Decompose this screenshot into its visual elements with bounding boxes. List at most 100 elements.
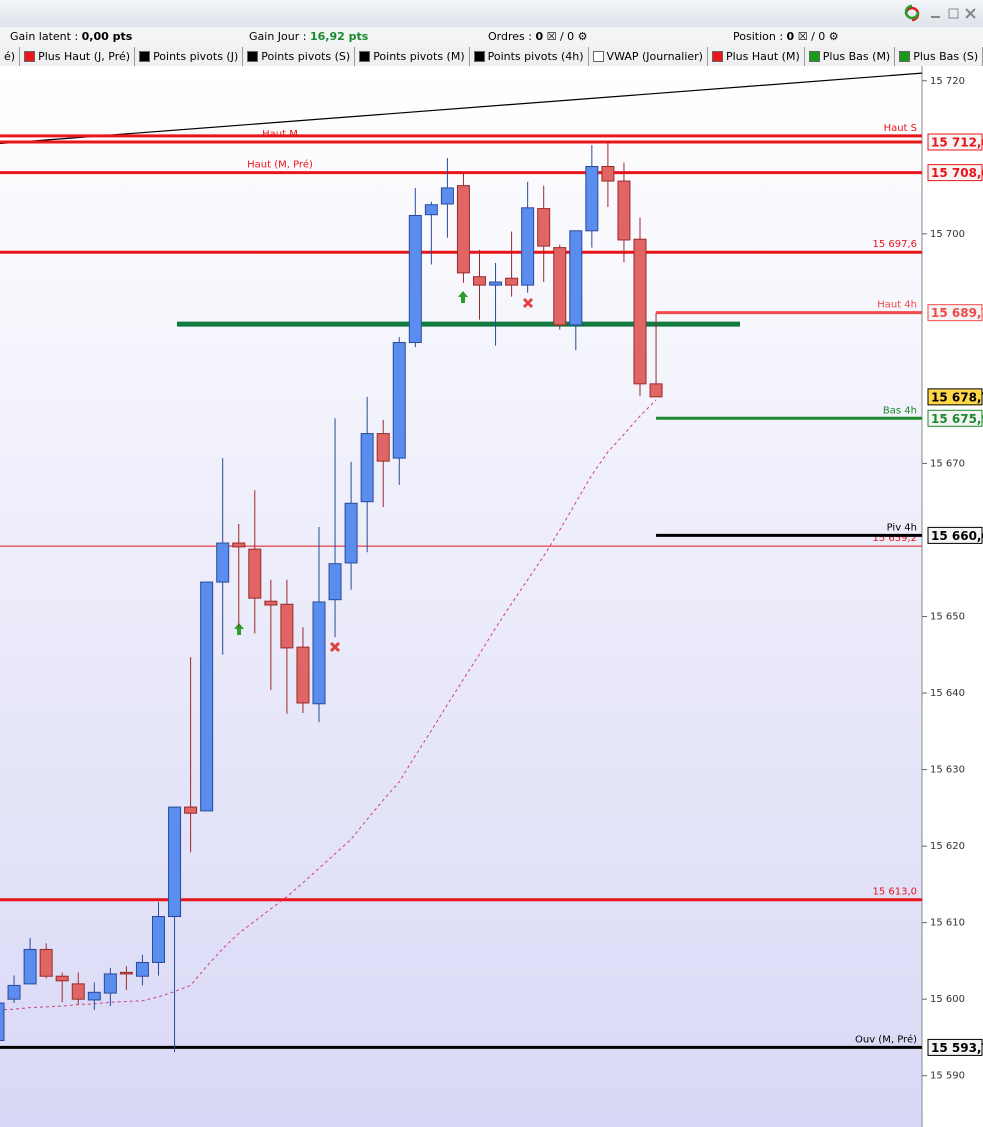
legend-item[interactable]: Points pivots (J) xyxy=(135,47,244,66)
level-label: 15 697,6 xyxy=(872,239,917,250)
legend-label: Points pivots (S) xyxy=(261,50,351,63)
price-box-bg xyxy=(927,164,983,182)
candle-body xyxy=(553,247,567,326)
separator: / 0 xyxy=(811,30,826,43)
title-bar xyxy=(0,0,983,28)
candle-body xyxy=(103,973,117,994)
price-box: 15 593,7 xyxy=(927,1038,983,1056)
value: 0,00 pts xyxy=(81,30,133,43)
legend-item[interactable]: Plus Bas (M) xyxy=(805,47,896,66)
position: Position : 0 ☒ / 0 ⚙ xyxy=(733,30,839,43)
candle-body xyxy=(232,542,246,548)
candle-body xyxy=(55,975,69,982)
legend-swatch xyxy=(247,51,259,62)
label: Position : xyxy=(733,30,784,43)
label: Gain latent : xyxy=(10,30,79,43)
candle-body xyxy=(649,383,663,398)
level-label: 15 613,0 xyxy=(872,887,917,898)
legend-item[interactable]: Plus Haut (J, Pré) xyxy=(20,47,136,66)
y-tick-label: 15 600 xyxy=(930,994,965,1005)
candle-body xyxy=(456,185,470,274)
level-label: Piv 4h xyxy=(887,522,917,533)
legend: é) Plus Haut (J, Pré) Points pivots (J) Poi… xyxy=(0,47,983,67)
y-tick-label: 15 670 xyxy=(930,458,965,469)
candle-body xyxy=(7,984,21,1000)
price-box-bg xyxy=(927,304,983,322)
candle-body xyxy=(216,542,230,583)
y-tick-label: 15 610 xyxy=(930,918,965,929)
candle-body xyxy=(392,342,406,459)
markers xyxy=(234,291,534,653)
toolbar: Gain latent : 0,00 pts Gain Jour : 16,92… xyxy=(0,27,983,47)
legend-swatch xyxy=(24,51,36,62)
candle-body xyxy=(633,238,647,385)
price-box: 15 712,0 xyxy=(927,133,983,151)
last-price-box: 15 678,7 xyxy=(927,388,983,406)
y-tick-label: 15 650 xyxy=(930,612,965,623)
legend-item[interactable]: VWAP (Journalier) xyxy=(589,47,708,66)
candle-body xyxy=(585,165,599,232)
legend-item[interactable]: é) xyxy=(0,47,21,66)
legend-label: Points pivots (J) xyxy=(153,50,239,63)
legend-item[interactable]: Points pivots (4h) xyxy=(470,47,589,66)
y-tick-label: 15 720 xyxy=(930,76,965,87)
moving-average xyxy=(0,399,657,1011)
value: 0 xyxy=(535,30,544,43)
legend-label: Plus Haut (J, Pré) xyxy=(38,50,131,63)
candle-body xyxy=(521,207,535,286)
legend-label: Points pivots (4h) xyxy=(487,50,584,63)
price-box-bg xyxy=(927,526,983,544)
candle-body xyxy=(569,230,583,326)
legend-swatch xyxy=(359,51,371,62)
value: 0 xyxy=(786,30,795,43)
level-label: Haut M xyxy=(262,129,298,140)
candle-body xyxy=(344,502,358,564)
maximize[interactable] xyxy=(948,8,959,19)
legend-item[interactable]: Plus Haut (M) xyxy=(708,47,805,66)
level-label: 15 659,2 xyxy=(872,533,917,544)
price-box-label: 15 678,7 xyxy=(931,390,983,404)
candle-body xyxy=(248,548,262,599)
close[interactable] xyxy=(965,8,976,19)
y-tick-label: 15 630 xyxy=(930,765,965,776)
candle-body xyxy=(617,180,631,241)
candle-body xyxy=(135,961,149,977)
candle-body xyxy=(473,276,486,286)
candle-body xyxy=(328,563,342,601)
price-box-label: 15 593,7 xyxy=(931,1041,983,1055)
minimize[interactable] xyxy=(931,16,940,18)
candle-body xyxy=(23,948,37,985)
price-box: 15 689,7 xyxy=(927,304,983,322)
candle-body xyxy=(360,433,374,503)
legend-item[interactable]: Plus Bas (S) xyxy=(895,47,983,66)
legend-swatch xyxy=(473,51,485,62)
candle-body xyxy=(184,806,198,814)
candle-body xyxy=(505,277,519,286)
candle-body xyxy=(200,581,214,812)
level-label: Bas 4h xyxy=(883,405,917,416)
legend-label: Plus Haut (M) xyxy=(725,50,800,63)
price-box-label: 15 712,0 xyxy=(931,136,983,150)
candle-body xyxy=(440,187,454,205)
legend-swatch xyxy=(899,51,911,62)
trend-line xyxy=(0,72,923,145)
candle-body xyxy=(0,1002,5,1042)
candle-body xyxy=(71,983,85,1000)
legend-label: é) xyxy=(4,50,16,63)
legend-item[interactable]: Points pivots (M) xyxy=(355,47,470,66)
legend-item[interactable]: Points pivots (S) xyxy=(243,47,356,66)
value: 16,92 pts xyxy=(309,30,369,43)
candle-body xyxy=(537,208,551,247)
gain-latent: Gain latent : 0,00 pts xyxy=(10,30,132,43)
candle-body xyxy=(39,948,53,977)
price-box-label: 15 660,6 xyxy=(931,529,983,543)
price-box-bg xyxy=(927,388,983,406)
candle-body xyxy=(87,991,101,1001)
candle-body xyxy=(601,165,615,182)
level-label: Haut (M, Pré) xyxy=(247,159,313,171)
gain-jour: Gain Jour : 16,92 pts xyxy=(249,30,368,43)
candle-body xyxy=(168,806,182,918)
candle-body xyxy=(280,603,294,649)
y-tick-label: 15 590 xyxy=(930,1071,965,1082)
